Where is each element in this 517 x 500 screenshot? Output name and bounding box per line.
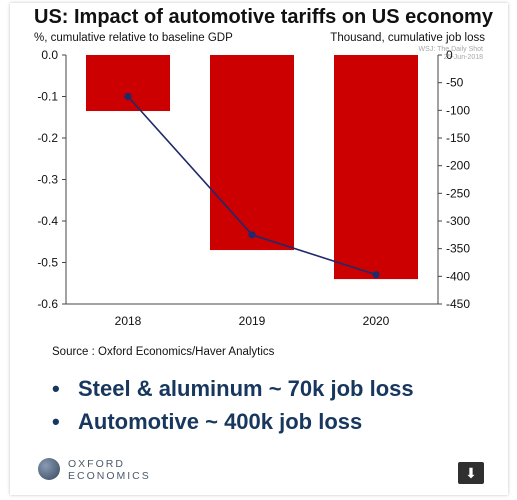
globe-icon <box>38 458 60 480</box>
right-axis-units: Thousand, cumulative job loss <box>330 32 485 44</box>
watermark-line-2: 25-Jun-2018 <box>443 54 483 61</box>
left-tick-label: -0.3 <box>37 173 58 187</box>
right-tick-label: -250 <box>446 186 470 200</box>
left-tick-label: 0.0 <box>41 48 58 62</box>
left-tick-label: -0.1 <box>37 90 58 104</box>
left-tick-label: -0.4 <box>37 214 58 228</box>
logo-line-2: ECONOMICS <box>68 470 151 482</box>
chart-plot: 0.0 -0.1 -0.2 -0.3 -0.4 -0.5 -0.6 0 -50 -100 -150 -… <box>37 48 470 328</box>
right-tick-label: -200 <box>446 159 470 173</box>
right-tick-label: 0 <box>446 48 453 62</box>
chart-title: US: Impact of automotive tariffs on US e… <box>34 6 493 28</box>
right-tick-label: -150 <box>446 131 470 145</box>
left-tick-label: -0.5 <box>37 256 58 270</box>
job-loss-point <box>248 231 256 239</box>
right-tick-label: -450 <box>446 297 470 311</box>
download-icon: ⬇ <box>465 465 477 481</box>
source-note: Source : Oxford Economics/Haver Analytic… <box>52 346 275 358</box>
logo-text: OXFORD ECONOMICS <box>68 458 151 482</box>
logo-line-1: OXFORD <box>68 458 125 470</box>
bullet-symbol: • <box>52 376 60 401</box>
job-loss-point <box>372 271 380 279</box>
bullet-list: • Steel & aluminum ~ 70k job loss • Automo… <box>52 372 414 438</box>
right-tick-label: -400 <box>446 269 470 283</box>
job-loss-point <box>124 92 132 101</box>
left-axis-units: %, cumulative relative to baseline GDP <box>34 32 233 44</box>
left-tick-label: -0.2 <box>37 131 58 145</box>
x-tick-label: 2019 <box>239 314 266 328</box>
bullet-text: Automotive ~ 400k job loss <box>78 409 363 434</box>
bar <box>334 55 418 280</box>
x-tick-label: 2018 <box>115 314 142 328</box>
bar <box>210 55 294 251</box>
bullet-text: Steel & aluminum ~ 70k job loss <box>78 376 414 401</box>
right-tick-label: -50 <box>446 76 464 90</box>
right-tick-label: -100 <box>446 103 470 117</box>
bullet-item: • Automotive ~ 400k job loss <box>52 405 414 438</box>
bullet-item: • Steel & aluminum ~ 70k job loss <box>52 372 414 405</box>
right-tick-label: -350 <box>446 242 470 256</box>
left-tick-label: -0.6 <box>37 297 58 311</box>
bullet-symbol: • <box>52 409 60 434</box>
right-tick-label: -300 <box>446 214 470 228</box>
x-tick-label: 2020 <box>363 314 390 328</box>
watermark-line-1: WSJ: The Daily Shot <box>418 46 483 53</box>
download-button[interactable]: ⬇ <box>458 462 484 484</box>
bar <box>86 55 170 112</box>
watermark: WSJ: The Daily Shot 25-Jun-2018 <box>419 46 483 62</box>
